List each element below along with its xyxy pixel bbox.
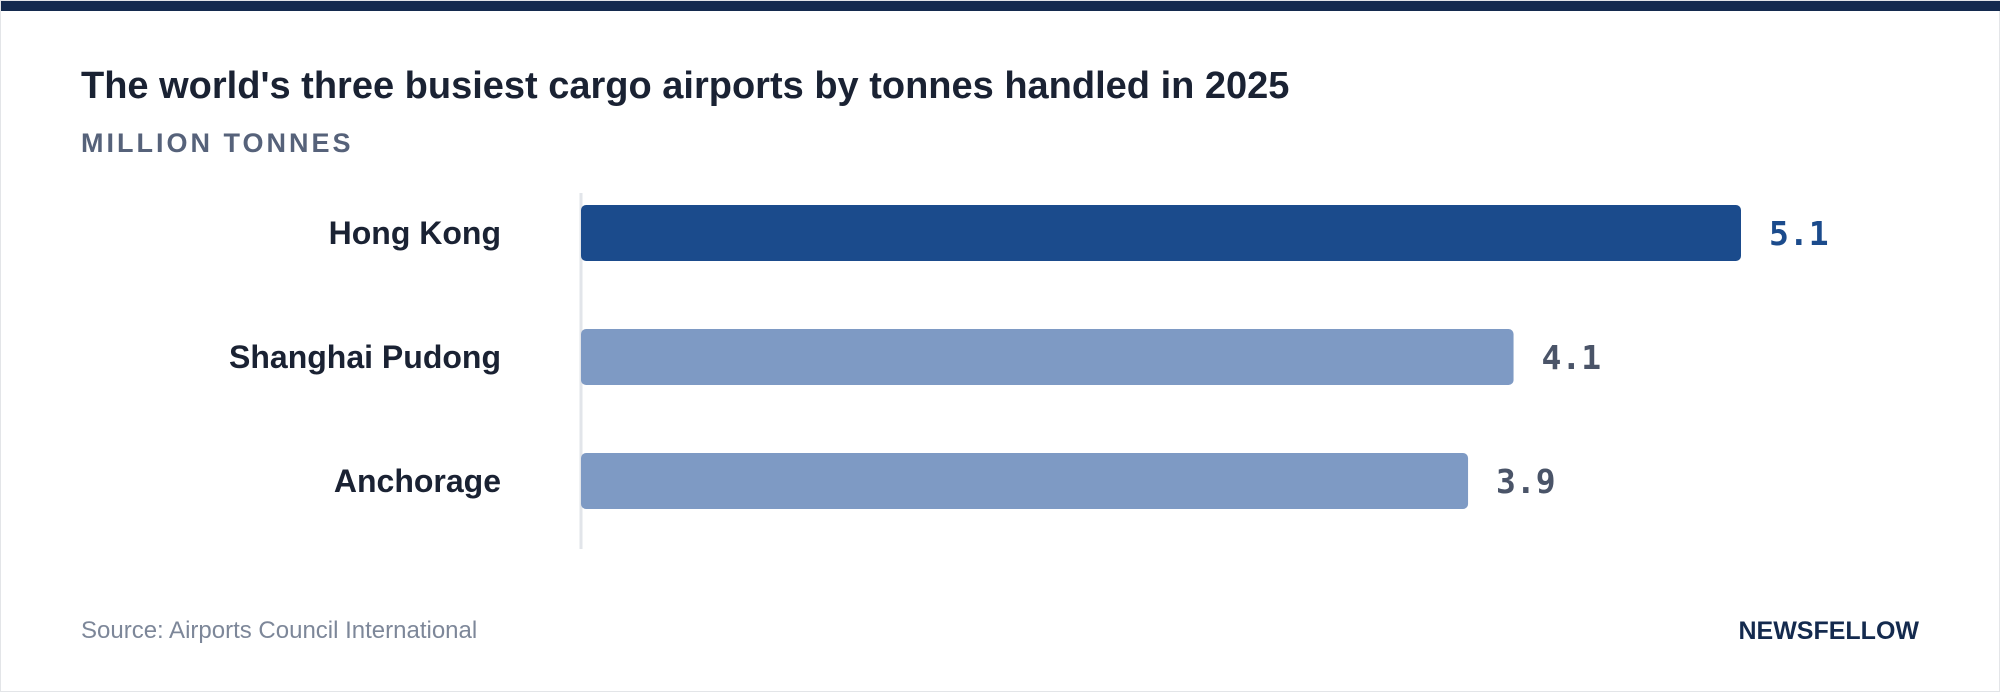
- bar-chart: Hong Kong 5.1 Shanghai Pudong 4.1 Anchorage 3…: [229, 193, 1829, 549]
- category-label: Anchorage: [334, 463, 501, 499]
- chart-subtitle: MILLION TONNES: [81, 128, 354, 158]
- value-label: 5.1: [1769, 214, 1829, 253]
- bar: [581, 329, 1514, 385]
- bar: [581, 205, 1741, 261]
- value-label: 4.1: [1542, 338, 1602, 377]
- brand-logo: NEWSFELLOW: [1738, 617, 1919, 645]
- value-label: 3.9: [1496, 462, 1556, 501]
- source-note: Source: Airports Council International: [81, 617, 478, 644]
- category-label: Hong Kong: [329, 215, 501, 251]
- category-label: Shanghai Pudong: [229, 339, 501, 375]
- chart-title: The world's three busiest cargo airports…: [81, 65, 1290, 107]
- bar: [581, 453, 1469, 509]
- top-accent-bar: [1, 1, 2000, 11]
